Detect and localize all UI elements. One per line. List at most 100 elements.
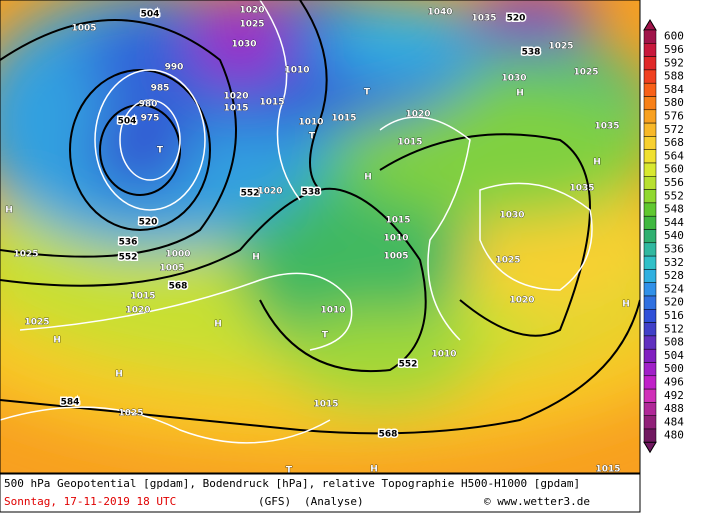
geopotential-label: 584 — [61, 398, 80, 408]
colorbar-label: 532 — [664, 256, 684, 269]
colorbar-swatch — [643, 295, 657, 310]
isobar-label: 1010 — [298, 118, 323, 128]
isobar-label: 1025 — [13, 250, 38, 260]
footer-credit: © www.wetter3.de — [484, 495, 590, 508]
isobar-label: 1025 — [118, 409, 143, 419]
colorbar-swatch — [643, 69, 657, 84]
footer-run: (Analyse) — [304, 495, 364, 508]
pressure-center: H — [370, 465, 378, 475]
colorbar-label: 536 — [664, 242, 684, 255]
colorbar-swatch — [643, 255, 657, 270]
isobar-label: 980 — [139, 100, 158, 110]
isobar-label: 1015 — [331, 114, 356, 124]
colorbar-swatch — [643, 415, 657, 430]
colorbar-label: 544 — [664, 216, 684, 229]
colorbar-label: 592 — [664, 56, 684, 69]
isobar-label: 1025 — [573, 68, 598, 78]
footer-model: (GFS) — [258, 495, 291, 508]
pressure-center: H — [115, 370, 123, 380]
colorbar-swatch — [643, 29, 657, 44]
colorbar-swatch — [643, 82, 657, 97]
geopotential-label: 538 — [522, 48, 541, 58]
colorbar-label: 492 — [664, 389, 684, 402]
colorbar-label: 484 — [664, 415, 684, 428]
colorbar-label: 600 — [664, 30, 684, 43]
colorbar-swatch — [643, 122, 657, 137]
colorbar-label: 540 — [664, 229, 684, 242]
isobar-label: 1020 — [239, 6, 264, 16]
isobar-label: 1040 — [427, 8, 452, 18]
colorbar-label: 508 — [664, 336, 684, 349]
colorbar-label: 512 — [664, 322, 684, 335]
colorbar-swatch — [643, 428, 657, 443]
colorbar-label: 584 — [664, 83, 684, 96]
isobar-label: 1010 — [320, 306, 345, 316]
colorbar-label: 528 — [664, 269, 684, 282]
isobar-label: 1015 — [313, 400, 338, 410]
colorbar-swatch — [643, 335, 657, 350]
isobar-label: 1015 — [595, 465, 620, 475]
pressure-center: H — [53, 336, 61, 346]
isobar-label: 1035 — [471, 14, 496, 24]
geopotential-label: 504 — [141, 10, 160, 20]
isobar-label: 1020 — [223, 92, 248, 102]
isobar-label: 975 — [141, 114, 160, 124]
isobar-label: 1020 — [405, 110, 430, 120]
colorbar-swatch — [643, 56, 657, 71]
colorbar-label: 524 — [664, 282, 684, 295]
colorbar-label: 556 — [664, 176, 684, 189]
colorbar-swatch — [643, 136, 657, 150]
map-frame — [0, 0, 641, 474]
isobar-label: 985 — [151, 84, 170, 94]
colorbar-label: 580 — [664, 96, 684, 109]
isobar-label: 1025 — [24, 318, 49, 328]
geopotential-label: 552 — [119, 253, 138, 263]
isobar-label: 1010 — [284, 66, 309, 76]
pressure-center: T — [322, 331, 329, 341]
colorbar-label: 480 — [664, 429, 684, 442]
geopotential-contours — [0, 0, 640, 435]
colorbar-swatch — [643, 202, 657, 217]
pressure-center: H — [622, 300, 630, 310]
isobar-label: 1015 — [223, 104, 248, 114]
colorbar-swatch — [643, 402, 657, 416]
geopotential-label: 520 — [139, 218, 158, 228]
geopotential-label: 552 — [399, 360, 418, 370]
pressure-center: T — [309, 132, 316, 142]
pressure-center: T — [364, 88, 371, 98]
colorbar-swatch — [643, 322, 657, 337]
isobar-label: 1020 — [257, 187, 282, 197]
colorbar-arrow-bottom — [643, 441, 657, 454]
colorbar-swatch — [643, 176, 657, 190]
colorbar-swatch — [643, 229, 657, 244]
isobar-label: 1020 — [509, 296, 534, 306]
colorbar-swatch — [643, 388, 657, 403]
geopotential-label: 504 — [118, 117, 137, 127]
colorbar-swatch — [643, 43, 657, 57]
geopotential-label: 568 — [379, 430, 398, 440]
isobar-label: 1005 — [71, 24, 96, 34]
pressure-center: H — [214, 320, 222, 330]
isobar-label: 1015 — [397, 138, 422, 148]
isobar-label: 1005 — [383, 252, 408, 262]
colorbar-label: 488 — [664, 402, 684, 415]
isobars — [0, 0, 593, 444]
pressure-center: H — [516, 89, 524, 99]
geopotential-label: 536 — [119, 238, 138, 248]
isobar-label: 1025 — [239, 20, 264, 30]
colorbar-label: 576 — [664, 109, 684, 122]
colorbar-label: 552 — [664, 189, 684, 202]
isobar-label: 1030 — [499, 211, 524, 221]
colorbar-label: 564 — [664, 149, 684, 162]
colorbar-swatch — [643, 375, 657, 390]
isobar-label: 1035 — [569, 184, 594, 194]
colorbar-label: 596 — [664, 43, 684, 56]
colorbar-swatch — [643, 96, 657, 111]
footer-box — [0, 473, 641, 513]
colorbar-label: 572 — [664, 123, 684, 136]
colorbar-swatch — [643, 282, 657, 297]
map-field — [0, 0, 640, 473]
isobar-label: 1025 — [548, 42, 573, 52]
